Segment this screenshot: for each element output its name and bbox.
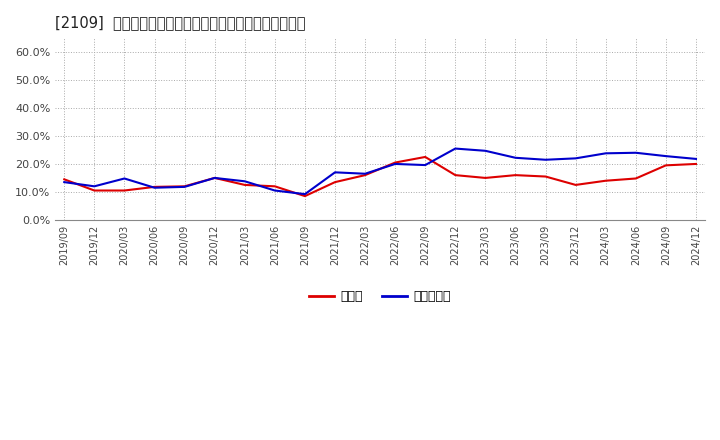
Text: [2109]  現預金、有利子負債の総資産に対する比率の推移: [2109] 現預金、有利子負債の総資産に対する比率の推移: [55, 15, 306, 30]
Legend: 現預金, 有利子負債: 現預金, 有利子負債: [305, 285, 456, 308]
